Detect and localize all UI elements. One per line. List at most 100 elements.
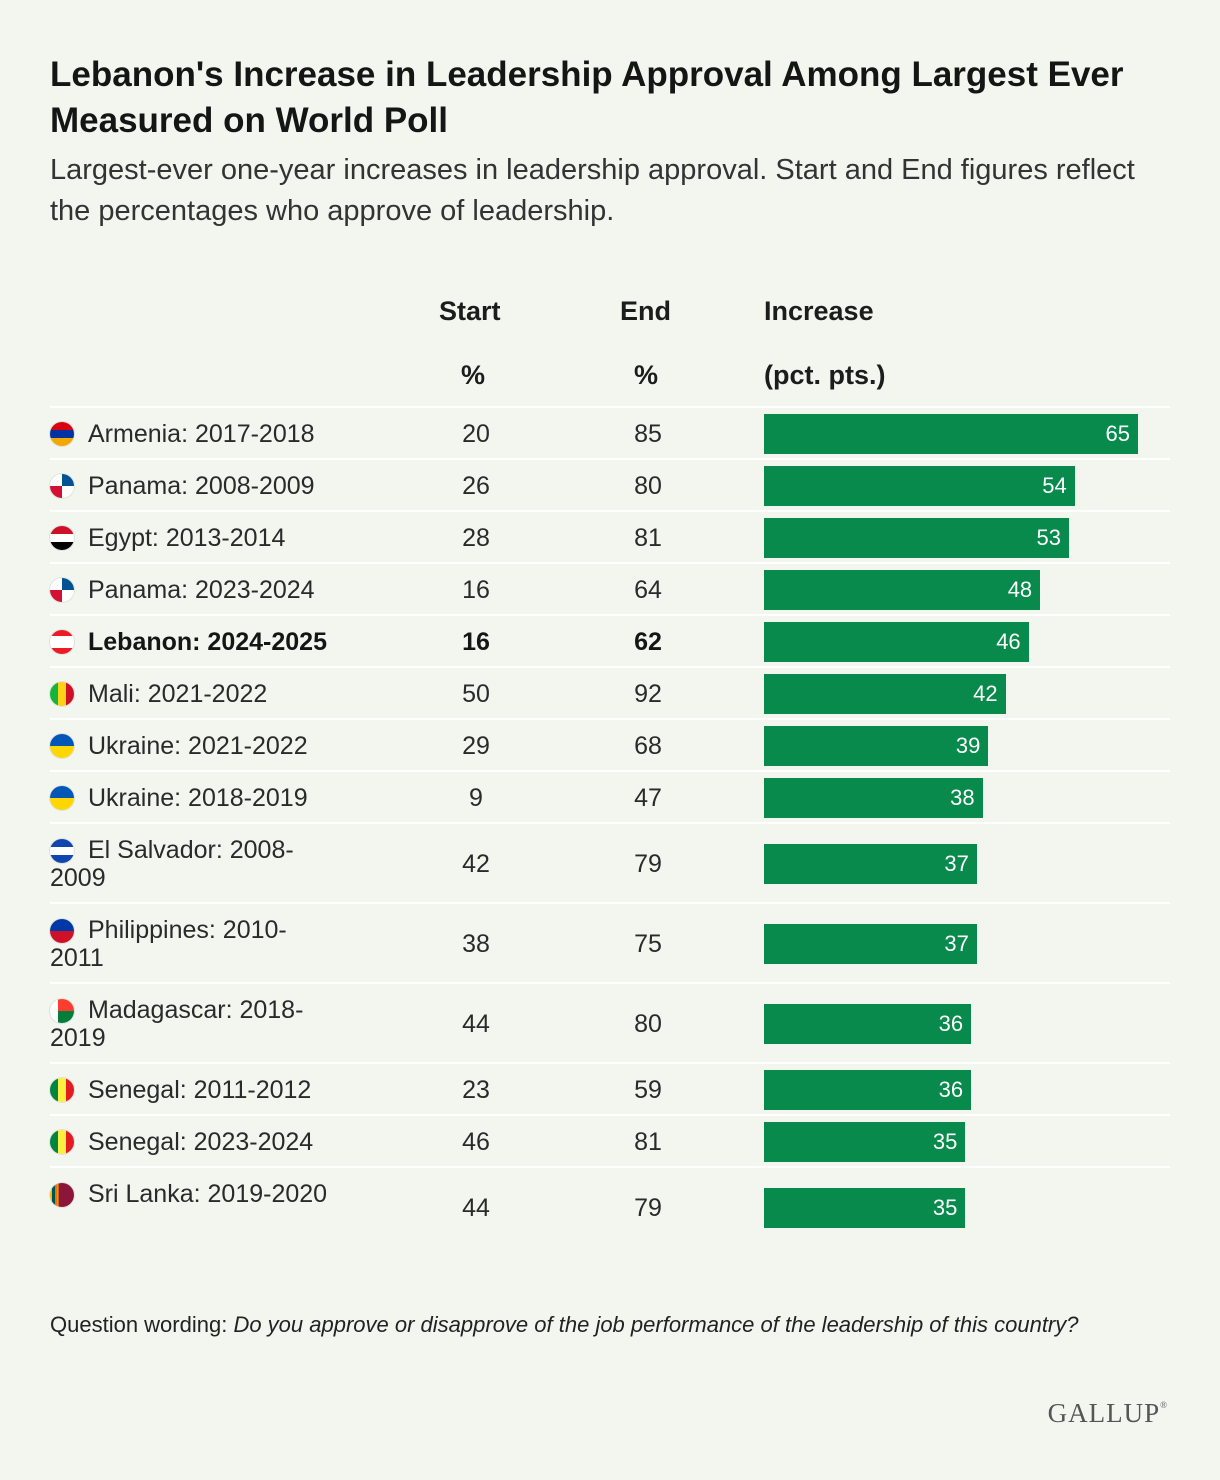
row-label: Lebanon: 2024-2025 [88,628,327,656]
start-value: 44 [462,1010,490,1038]
senegal-flag [50,1130,74,1154]
footnote: Question wording: Do you approve or disa… [50,1312,1150,1338]
row-label: Panama: 2023-2024 [88,576,315,604]
start-value: 16 [462,628,490,656]
egypt-flag [50,526,74,550]
increase-value: 35 [932,1129,958,1154]
start-header: Start [439,296,501,326]
ukraine-flag [50,786,74,810]
table-row: Madagascar: 2018-2019 44 80 36 [50,982,1170,1064]
start-value: 20 [462,420,490,448]
table-row: Mali: 2021-2022 50 92 42 [50,666,1170,720]
end-value: 81 [634,524,662,552]
row-label: Sri Lanka: 2019-2020 [88,1180,328,1208]
madagascar-flag [50,999,74,1023]
row-label: Philippines: 2010-2011 [50,916,287,972]
increase-bar: 39 [764,726,989,766]
increase-value: 65 [1105,421,1130,446]
end-value: 79 [634,850,662,878]
row-label: Ukraine: 2018-2019 [88,784,308,812]
increase-bar: 36 [764,1070,972,1110]
increase-bar: 46 [764,622,1029,662]
end-value: 80 [634,1010,662,1038]
increase-bar: 53 [764,518,1069,558]
row-label: Armenia: 2017-2018 [88,420,315,448]
row-label: El Salvador: 2008-2009 [50,836,294,892]
increase-bar: 37 [764,924,977,964]
table-row: Philippines: 2010-2011 38 75 37 [50,902,1170,984]
senegal-flag [50,1078,74,1102]
row-label: Madagascar: 2018-2019 [50,996,304,1052]
table-row: Panama: 2023-2024 16 64 48 [50,562,1170,616]
table-row: Egypt: 2013-2014 28 81 53 [50,510,1170,564]
row-label: Senegal: 2011-2012 [88,1076,312,1104]
increase-bar: 42 [764,674,1006,714]
increase-header: Increase [764,296,874,326]
start-value: 46 [462,1128,490,1156]
start-value: 26 [462,472,490,500]
table-row: Armenia: 2017-2018 20 85 65 [50,406,1170,460]
increase-bar: 35 [764,1188,966,1228]
end-header: End [620,296,671,326]
footnote-question: Do you approve or disapprove of the job … [233,1312,1079,1337]
row-label: Panama: 2008-2009 [88,472,315,500]
end-value: 68 [634,732,662,760]
table-row: Lebanon: 2024-2025 16 62 46 [50,614,1170,668]
start-value: 50 [462,680,490,708]
start-value: 23 [462,1076,490,1104]
registered-mark: ® [1160,1400,1168,1410]
table-row: Ukraine: 2021-2022 29 68 39 [50,718,1170,772]
panama-flag [50,474,74,498]
start-value: 44 [462,1194,490,1222]
end-value: 81 [634,1128,662,1156]
increase-value: 54 [1042,473,1067,498]
increase-value: 36 [938,1077,964,1102]
increase-bar: 48 [764,570,1041,610]
start-value: 29 [462,732,490,760]
row-label: Mali: 2021-2022 [88,680,268,708]
start-value: 9 [469,784,483,812]
armenia-flag [50,422,74,446]
end-value: 62 [634,628,662,656]
increase-bar: 36 [764,1004,972,1044]
sri-lanka-flag [50,1183,74,1207]
table-row: Sri Lanka: 2019-2020 44 79 35 [50,1166,1170,1248]
end-value: 59 [634,1076,662,1104]
increase-value: 48 [1007,577,1033,602]
ukraine-flag [50,734,74,758]
start-value: 16 [462,576,490,604]
table-row: Senegal: 2023-2024 46 81 35 [50,1114,1170,1168]
lebanon-flag [50,630,74,654]
increase-unit: (pct. pts.) [764,360,886,390]
brand-name: GALLUP [1047,1398,1161,1428]
increase-value: 35 [932,1195,958,1220]
el-salvador-flag [50,839,74,863]
panama-flag [50,578,74,602]
increase-bar: 35 [764,1122,966,1162]
increase-value: 38 [950,785,975,810]
increase-value: 36 [938,1011,964,1036]
increase-value: 37 [944,931,969,956]
increase-bar: 37 [764,844,977,884]
end-value: 79 [634,1194,662,1222]
end-unit: % [634,360,659,390]
increase-value: 46 [996,629,1021,654]
increase-value: 53 [1036,525,1061,550]
start-unit: % [461,360,486,390]
start-value: 42 [462,850,490,878]
increase-value: 39 [955,733,981,758]
table-row: Senegal: 2011-2012 23 59 36 [50,1062,1170,1116]
increase-bar: 38 [764,778,983,818]
table-row: El Salvador: 2008-2009 42 79 37 [50,822,1170,904]
end-value: 92 [634,680,662,708]
footnote-prefix: Question wording: [50,1312,234,1337]
end-value: 64 [634,576,662,604]
chart-title: Lebanon's Increase in Leadership Approva… [50,55,1124,140]
start-value: 38 [462,930,490,958]
increase-bar: 54 [764,466,1075,506]
increase-value: 42 [973,681,998,706]
philippines-flag [50,919,74,943]
increase-value: 37 [944,851,969,876]
row-label: Senegal: 2023-2024 [88,1128,314,1156]
table-row: Ukraine: 2018-2019 9 47 38 [50,770,1170,824]
